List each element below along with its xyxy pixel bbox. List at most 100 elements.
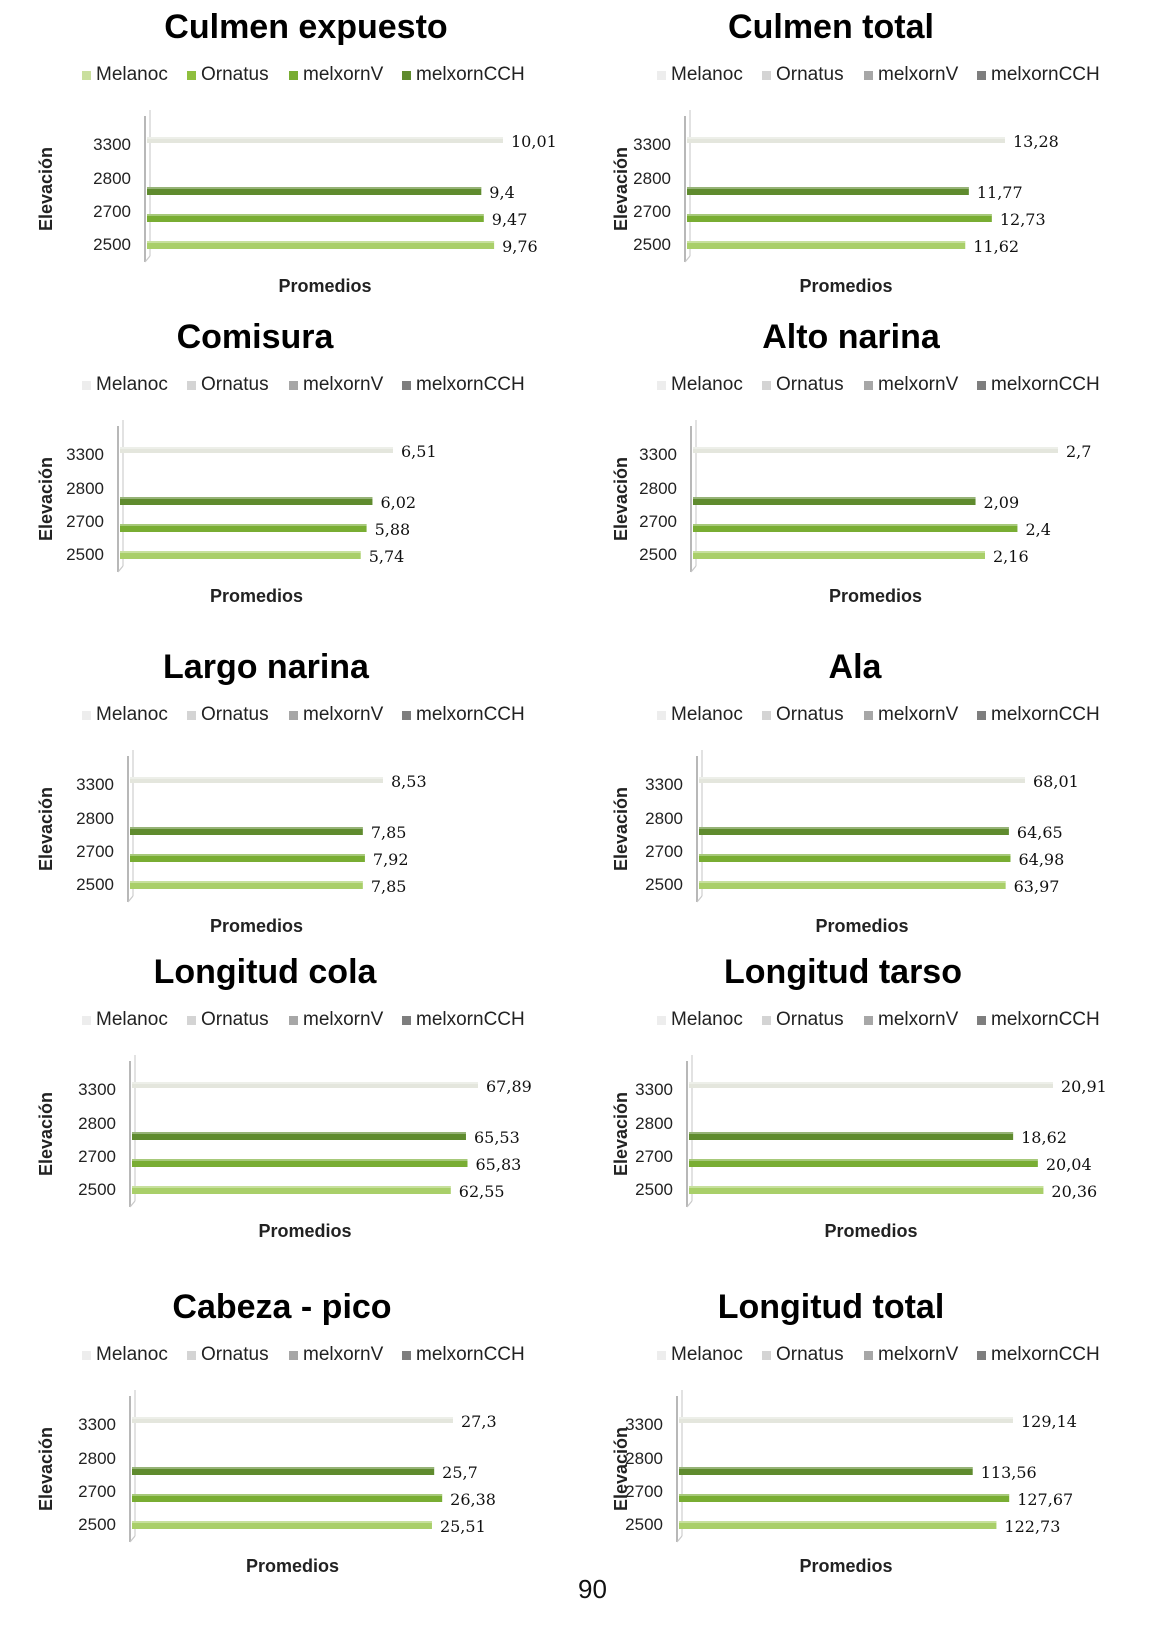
y-axis-label: Elevación [36, 147, 56, 231]
legend-swatch [289, 1351, 298, 1360]
x-axis-label: Promedios [210, 916, 303, 936]
data-label: 25,7 [442, 1463, 478, 1482]
bar-3300 [679, 1417, 1013, 1423]
y-tick-label: 3300 [639, 445, 677, 464]
legend-label: Ornatus [776, 1344, 844, 1365]
y-axis-label: Elevación [36, 1092, 56, 1176]
legend-label: Melanoc [671, 374, 743, 395]
legend-swatch [402, 1351, 411, 1360]
bar-2700 [147, 214, 484, 222]
data-label: 11,77 [977, 183, 1023, 202]
data-label: 20,36 [1051, 1182, 1097, 1201]
axis-floor-line [117, 565, 124, 573]
chart-title: Cabeza - pico [172, 1288, 391, 1326]
y-tick-label: 2700 [639, 512, 677, 531]
legend-swatch [402, 1016, 411, 1025]
bar-highlight [132, 1132, 466, 1134]
legend-swatch [864, 711, 873, 720]
y-tick-label: 2700 [78, 1482, 116, 1501]
legend-item-melanoc: Melanoc [82, 1009, 168, 1030]
legend-swatch [82, 1016, 91, 1025]
bar-highlight [132, 1521, 432, 1523]
bar-3300 [693, 447, 1058, 453]
chart-svg: Largo narina Melanoc Ornatus melxornV melxor… [36, 648, 525, 936]
legend-swatch [864, 1351, 873, 1360]
y-tick-label: 2500 [78, 1180, 116, 1199]
chart-svg: Culmen expuesto Melanoc Ornatus melxornV mel… [36, 8, 557, 296]
chart-alto-narina: Alto narina Melanoc Ornatus melxornV melxorn… [585, 310, 1145, 640]
legend-swatch [762, 381, 771, 390]
legend-label: Melanoc [671, 1009, 743, 1030]
y-tick-label: 3300 [66, 445, 104, 464]
chart-svg: Longitud tarso Melanoc Ornatus melxornV melx… [611, 953, 1107, 1241]
chart-title: Ala [829, 648, 883, 686]
y-tick-label: 2500 [625, 1515, 663, 1534]
y-tick-label: 3300 [78, 1415, 116, 1434]
legend-label: Ornatus [776, 64, 844, 85]
legend-swatch [187, 711, 196, 720]
bar-highlight [689, 1082, 1053, 1084]
x-axis-label: Promedios [258, 1221, 351, 1241]
axis-floor-line [696, 895, 703, 903]
legend-label: Ornatus [201, 64, 269, 85]
legend-swatch [402, 711, 411, 720]
legend-label: melxornV [878, 704, 959, 725]
legend-item-melxorncch: melxornCCH [402, 374, 525, 395]
bar-3300 [699, 777, 1025, 783]
y-tick-label: 2800 [78, 1449, 116, 1468]
legend-item-ornatus: Ornatus [187, 64, 269, 85]
legend-swatch [762, 711, 771, 720]
bar-highlight [699, 827, 1009, 829]
legend-swatch [187, 1016, 196, 1025]
bar-highlight [699, 881, 1006, 883]
data-label: 7,92 [373, 850, 409, 869]
y-axis-label: Elevación [36, 457, 56, 541]
bar-highlight [130, 854, 365, 856]
legend-swatch [657, 381, 666, 390]
y-axis-label: Elevación [611, 787, 631, 871]
data-label: 129,14 [1021, 1412, 1077, 1431]
data-label: 13,28 [1013, 132, 1059, 151]
legend-label: melxornV [303, 1344, 384, 1365]
bar-highlight [130, 777, 383, 779]
legend-swatch [289, 381, 298, 390]
legend-label: Ornatus [776, 374, 844, 395]
x-axis-label: Promedios [278, 276, 371, 296]
legend-label: Ornatus [776, 1009, 844, 1030]
y-tick-label: 2700 [66, 512, 104, 531]
x-axis-label: Promedios [210, 586, 303, 606]
legend-swatch [187, 381, 196, 390]
x-axis-label: Promedios [799, 1556, 892, 1576]
data-label: 2,09 [984, 493, 1020, 512]
bar-2500 [693, 551, 985, 559]
legend-label: melxornV [303, 704, 384, 725]
chart-longitud-total: Longitud total Melanoc Ornatus melxornV melx… [585, 1280, 1145, 1610]
bar-highlight [147, 214, 484, 216]
data-label: 122,73 [1004, 1517, 1060, 1536]
y-tick-label: 2800 [66, 479, 104, 498]
x-axis-label: Promedios [799, 276, 892, 296]
bar-highlight [699, 854, 1011, 856]
legend-swatch [657, 711, 666, 720]
legend-item-melxornv: melxornV [289, 374, 384, 395]
legend-label: melxornCCH [991, 64, 1100, 85]
legend-item-melxornv: melxornV [864, 1344, 959, 1365]
legend-label: melxornV [303, 64, 384, 85]
legend-item-melanoc: Melanoc [657, 704, 743, 725]
chart-svg: Ala Melanoc Ornatus melxornV melxornCCH Eleva… [611, 648, 1100, 936]
bar-2700 [130, 854, 365, 862]
y-tick-label: 3300 [625, 1415, 663, 1434]
y-tick-label: 2700 [93, 202, 131, 221]
legend-item-melxorncch: melxornCCH [402, 1009, 525, 1030]
legend-item-melanoc: Melanoc [82, 374, 168, 395]
chart-culmen-expuesto: Culmen expuesto Melanoc Ornatus melxornV mel… [10, 0, 570, 330]
legend-swatch [977, 71, 986, 80]
axis-floor-line [144, 255, 151, 263]
bar-2800 [687, 187, 969, 195]
legend-item-melxornv: melxornV [864, 704, 959, 725]
bar-2700 [679, 1494, 1010, 1502]
chart-title: Largo narina [163, 648, 370, 686]
axis-floor-line [686, 1200, 693, 1208]
data-label: 2,16 [993, 547, 1029, 566]
data-label: 20,91 [1061, 1077, 1107, 1096]
